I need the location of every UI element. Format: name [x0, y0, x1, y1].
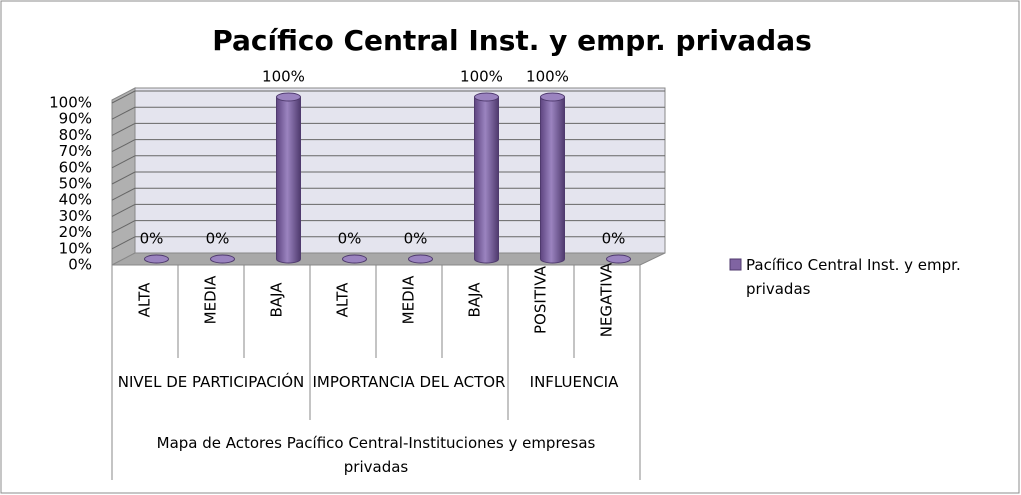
group-label: NIVEL DE PARTICIPACIÓN — [117, 373, 305, 391]
legend-swatch — [729, 258, 742, 271]
value-label: 0% — [206, 230, 230, 248]
bar — [540, 96, 565, 264]
y-tick-label: 10% — [59, 239, 92, 257]
x-tick-label: ALTA — [334, 282, 352, 318]
y-tick-label: 50% — [59, 175, 92, 193]
grid-line — [111, 139, 136, 153]
y-tick-label: 60% — [59, 158, 92, 176]
y-tick-label: 80% — [59, 126, 92, 144]
grid-line — [111, 171, 136, 185]
x-tick-label: BAJA — [466, 282, 484, 318]
x-tick-label: NEGATIVA — [598, 262, 616, 337]
grid-line — [111, 236, 136, 250]
bar-top — [606, 254, 631, 264]
y-tick-label: 20% — [59, 223, 92, 241]
grid-line — [111, 122, 136, 136]
x-tick-label: ALTA — [136, 282, 154, 318]
legend-label: Pacífico Central Inst. y empr. privadas — [746, 256, 961, 298]
y-tick-label: 40% — [59, 191, 92, 209]
bar-top — [540, 92, 565, 102]
bar-top — [210, 254, 235, 264]
bar-top — [474, 92, 499, 102]
value-label: 0% — [338, 230, 362, 248]
value-label: 0% — [404, 230, 428, 248]
bar — [474, 96, 499, 264]
y-tick-label: 30% — [59, 207, 92, 225]
x-tick-label: MEDIA — [400, 275, 418, 324]
y-tick-label: 100% — [49, 94, 92, 112]
value-label: 0% — [140, 230, 164, 248]
y-tick-label: 90% — [59, 110, 92, 128]
floor — [111, 252, 666, 266]
bar-top — [342, 254, 367, 264]
back-wall — [134, 87, 666, 254]
grid-line — [111, 187, 136, 201]
chart-title: Pacífico Central Inst. y empr. privadas — [212, 24, 812, 57]
x-tick-label: BAJA — [268, 282, 286, 318]
value-label: 100% — [460, 68, 503, 86]
y-tick-label: 0% — [68, 256, 92, 274]
grid-line — [111, 203, 136, 217]
x-tick-label: POSITIVA — [532, 265, 550, 334]
grid-line — [111, 106, 136, 120]
x-tick-label: MEDIA — [202, 275, 220, 324]
value-label: 100% — [262, 68, 305, 86]
bar-top — [408, 254, 433, 264]
group-label: INFLUENCIA — [529, 373, 619, 391]
value-label: 100% — [526, 68, 569, 86]
value-label: 0% — [602, 230, 626, 248]
grid-line — [111, 155, 136, 169]
bar — [276, 96, 301, 264]
outer-group-label: Mapa de Actores Pacífico Central-Institu… — [156, 434, 596, 476]
group-label: IMPORTANCIA DEL ACTOR — [312, 373, 506, 391]
grid-line — [111, 90, 136, 104]
bar-top — [144, 254, 169, 264]
y-tick-label: 70% — [59, 142, 92, 160]
grid-line — [111, 220, 136, 234]
bar-top — [276, 92, 301, 102]
